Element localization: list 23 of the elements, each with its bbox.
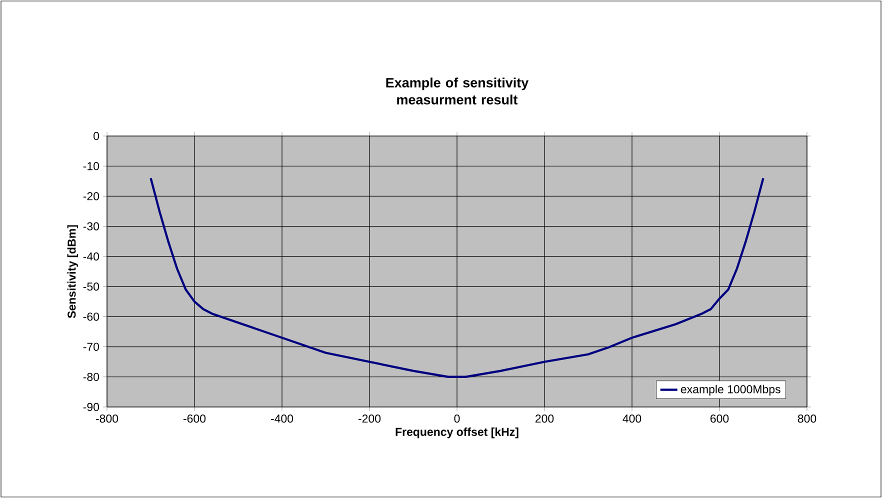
x-axis-title: Frequency offset [kHz] <box>396 428 518 438</box>
y-tick-label: -60 <box>83 312 100 321</box>
x-tick-label: -200 <box>358 414 381 423</box>
x-tick-label: -400 <box>271 414 294 423</box>
y-tick-label: -90 <box>83 402 100 412</box>
y-tick-label: 0 <box>94 132 100 140</box>
y-tick-label: -30 <box>83 222 100 230</box>
y-tick-label: -10 <box>83 162 100 170</box>
x-tick-label: 400 <box>622 414 642 423</box>
legend-label: example 1000Mbps <box>680 384 780 396</box>
x-tick-label: 200 <box>535 414 554 423</box>
y-axis-title: Sensitivity [dBm] <box>67 225 78 318</box>
y-tick-label: -40 <box>83 252 100 261</box>
x-tick-label: 800 <box>798 414 816 423</box>
y-tick-label: -50 <box>83 282 100 291</box>
x-tick-label: 600 <box>710 414 729 423</box>
chart-title: Example of sensitivity measurment result <box>386 78 529 104</box>
y-tick-label: -20 <box>83 192 100 200</box>
x-tick-label: 0 <box>454 414 460 423</box>
y-tick-label: -70 <box>83 342 100 351</box>
x-tick-label: -600 <box>184 414 206 423</box>
y-tick-label: -80 <box>83 372 100 381</box>
x-tick-label: -800 <box>96 414 118 423</box>
